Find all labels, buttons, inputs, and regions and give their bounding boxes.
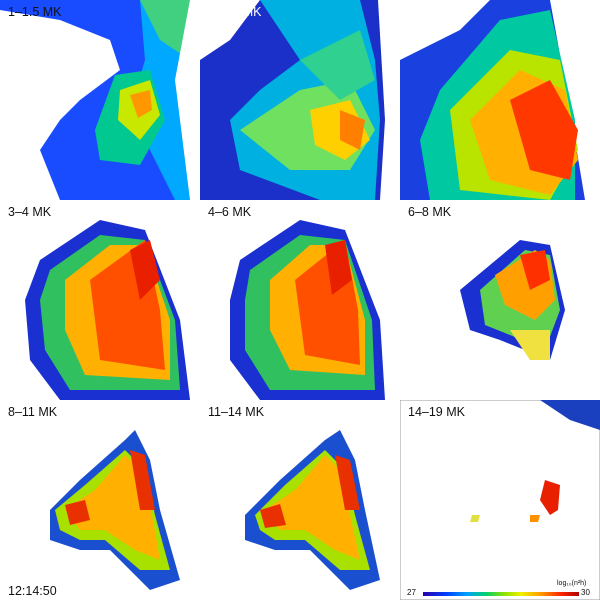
panel-label: 2–3 MK [408,5,452,19]
panel-label: 4–6 MK [208,205,252,219]
panel-label: 11–14 MK [208,405,265,419]
emission-map-2-3mk [400,0,600,200]
colorbar: 27 30 log₁₀(n²h) [405,580,595,600]
colorbar-max: 30 [581,588,590,597]
panel-1-1.5mk: 1–1.5 MK [0,0,200,200]
emission-map-1-1.5mk [0,0,200,200]
emission-map-3-4mk [25,220,190,400]
panel-2-3mk: 2–3 MK [400,0,600,200]
emission-map-4-6mk [230,220,385,400]
panel-8-11mk: 8–11 MK [0,400,200,600]
panel-label: 8–11 MK [8,405,58,419]
panel-1.5-2mk: 1.5–2 MK [200,0,400,200]
colorbar-gradient [423,592,579,596]
panel-4-6mk: 4–6 MK [200,200,400,400]
panel-label: 1.5–2 MK [208,5,262,19]
emission-map-8-11mk [50,430,180,590]
emission-map-6-8mk [460,240,565,360]
panel-label: 1–1.5 MK [8,5,62,19]
panel-label: 6–8 MK [408,205,452,219]
colorbar-title: log₁₀(n²h) [557,580,587,587]
panel-3-4mk: 3–4 MK [0,200,200,400]
panel-6-8mk: 6–8 MK [400,200,600,400]
panel-label: 14–19 MK [408,405,465,419]
panel-14-19mk: 14–19 MK [400,400,600,600]
timestamp: 12:14:50 [8,584,57,598]
emission-map-14-19mk [400,400,600,600]
emission-map-1.5-2mk [200,0,400,200]
colorbar-min: 27 [407,588,416,597]
emission-map-11-14mk [245,430,380,590]
panel-11-14mk: 11–14 MK [200,400,400,600]
panel-label: 3–4 MK [8,205,52,219]
